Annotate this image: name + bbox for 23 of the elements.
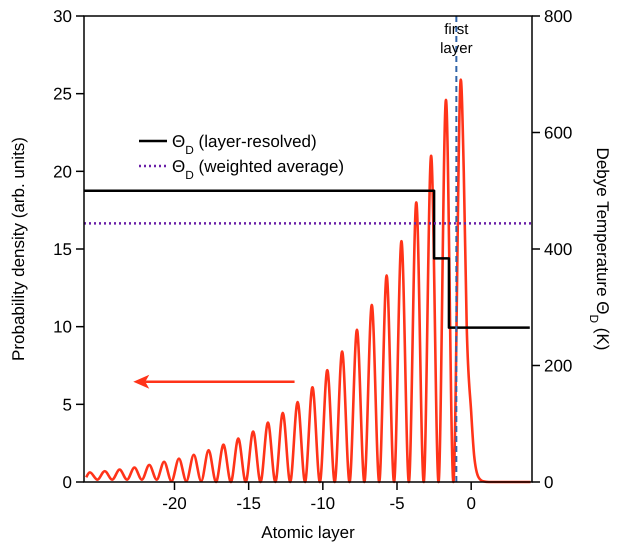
y-tick-label: 25 xyxy=(53,84,72,104)
y2-tick-label: 0 xyxy=(544,473,554,492)
y2-tick-label: 400 xyxy=(544,240,572,259)
y-tick-label: 0 xyxy=(62,473,72,492)
y-tick-label: 10 xyxy=(53,318,72,337)
y2-tick-label: 800 xyxy=(544,7,572,26)
x-tick-label: -15 xyxy=(236,494,261,513)
x-axis-title: Atomic layer xyxy=(261,523,356,542)
ref-line-label: first layer xyxy=(440,21,473,57)
legend-label: Θ$_{D}$ (weighted average) xyxy=(172,157,344,182)
y-tick-label: 20 xyxy=(53,162,72,182)
y2-tick-label: 200 xyxy=(544,356,572,376)
y-tick-label: 30 xyxy=(53,7,72,26)
x-tick-label: -20 xyxy=(162,494,187,513)
y-tick-label: 5 xyxy=(62,395,72,414)
legend-label: Θ$_{D}$ (layer-resolved) xyxy=(172,132,317,157)
x-tick-label: -10 xyxy=(310,494,336,513)
y2-tick-label: 600 xyxy=(544,124,572,142)
y-axis-title: Probability density (arb. units) xyxy=(9,137,28,361)
x-tick-label: -5 xyxy=(389,494,405,513)
y-tick-label: 15 xyxy=(53,240,72,259)
line-series xyxy=(84,78,532,484)
x-tick-label: 0 xyxy=(466,494,476,513)
